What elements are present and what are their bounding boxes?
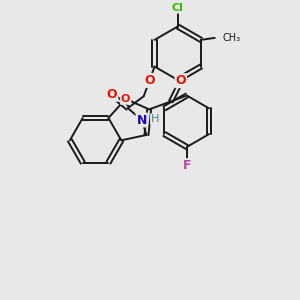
Text: H: H [151,114,159,124]
Text: O: O [176,74,186,87]
Text: O: O [144,74,155,87]
Text: O: O [121,94,130,104]
Text: Cl: Cl [172,3,184,13]
Text: O: O [107,88,117,101]
Text: F: F [182,159,191,172]
Text: CH₃: CH₃ [223,33,241,43]
Text: N: N [136,113,147,127]
